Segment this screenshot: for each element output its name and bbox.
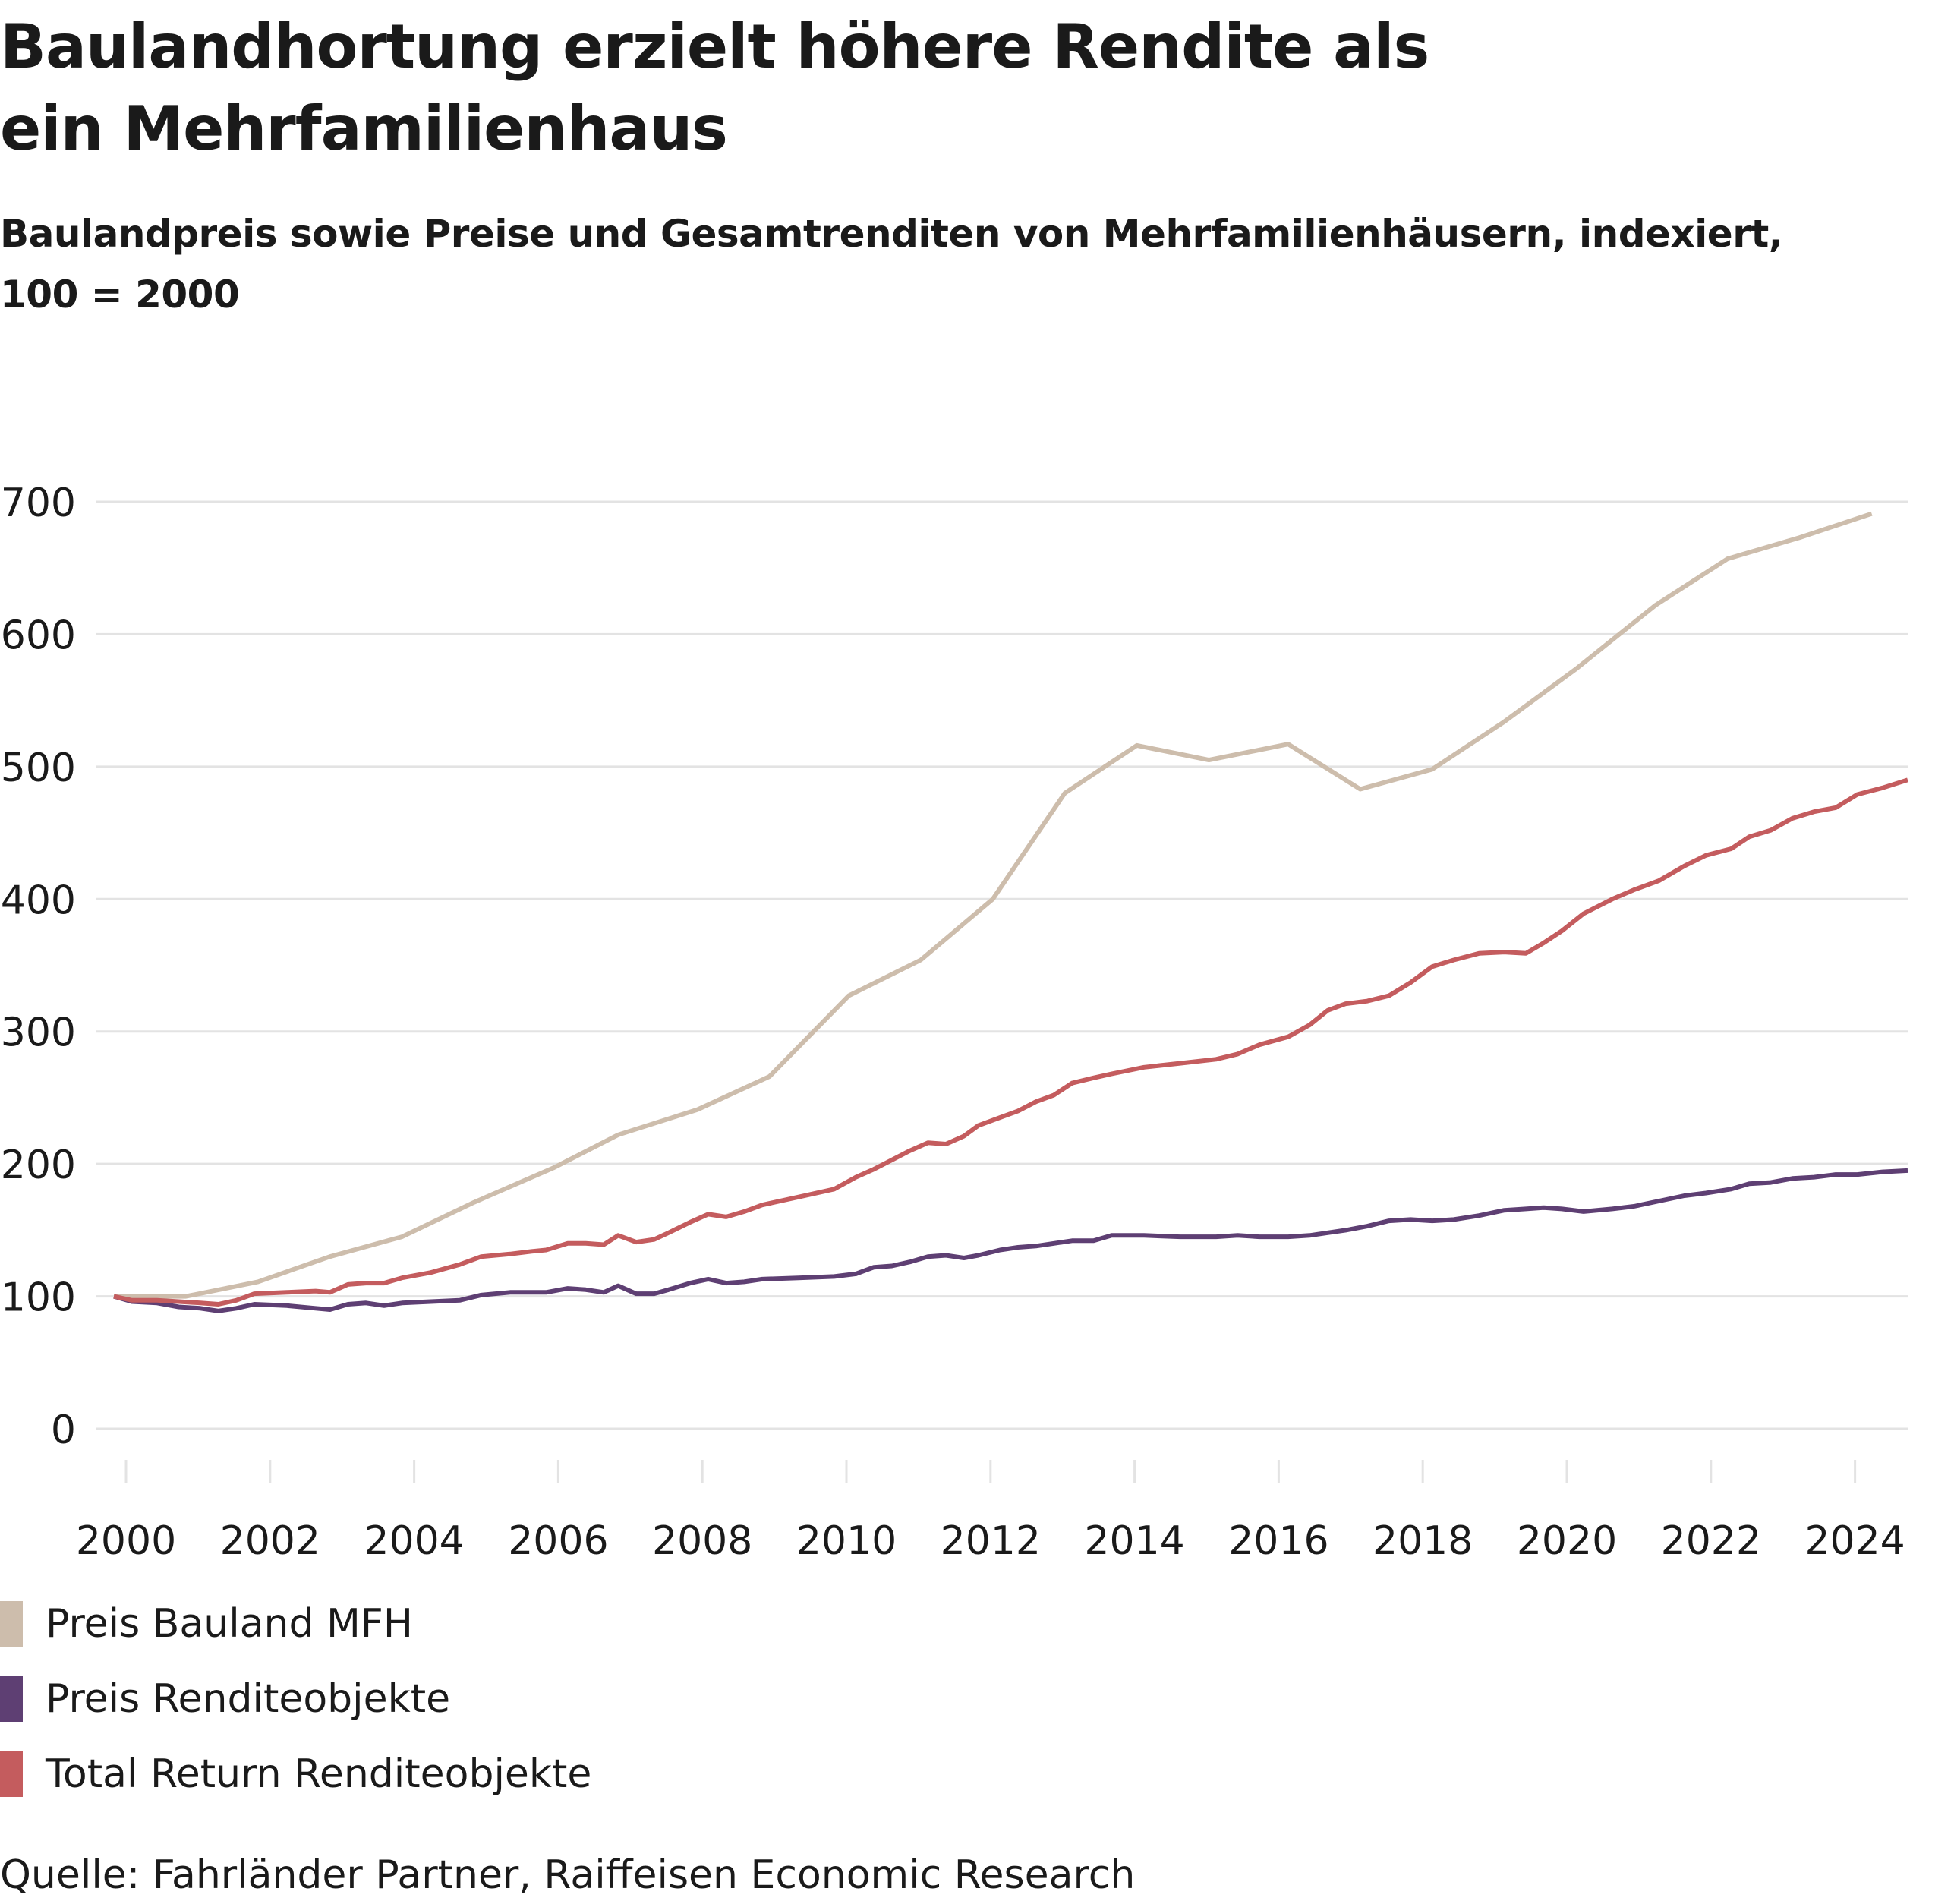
legend-label: Preis Bauland MFH (46, 1601, 413, 1647)
legend-label: Preis Renditeobjekte (46, 1676, 451, 1722)
legend-swatch (0, 1676, 23, 1722)
x-tick-label: 2006 (508, 1518, 608, 1564)
y-tick-label: 100 (1, 1275, 76, 1321)
legend-item: Preis Renditeobjekte (0, 1676, 591, 1722)
x-tick-label: 2020 (1517, 1518, 1617, 1564)
x-axis: 2000 2002 2004 2006 2008 2010 2012 2014 2016 2018… (76, 1460, 1905, 1564)
y-tick-label: 600 (1, 613, 76, 658)
source-note: Quelle: Fahrländer Partner, Raiffeisen E… (0, 1852, 1136, 1898)
legend: Preis Bauland MFH Preis Renditeobjekte Tot… (0, 1601, 591, 1827)
gridlines (96, 500, 1908, 1430)
y-tick-label: 700 (1, 481, 76, 526)
y-tick-label: 400 (1, 878, 76, 923)
y-tick-label: 200 (1, 1143, 76, 1188)
x-tick-label: 2004 (364, 1518, 464, 1564)
x-tick-label: 2012 (941, 1518, 1041, 1564)
legend-item: Total Return Renditeobjekte (0, 1751, 591, 1797)
chart-title: Baulandhortung erzielt höhere Rendite al… (0, 11, 1429, 164)
chart-subtitle: Baulandpreis sowie Preise und Gesamtrend… (0, 212, 1783, 317)
x-tick-label: 2010 (796, 1518, 897, 1564)
x-tick-label: 2014 (1084, 1518, 1184, 1564)
y-tick-label: 0 (51, 1408, 76, 1453)
x-tick-label: 2002 (220, 1518, 320, 1564)
x-tick-label: 2016 (1228, 1518, 1328, 1564)
x-tick-label: 2008 (652, 1518, 752, 1564)
x-tick-label: 2018 (1373, 1518, 1473, 1564)
series-line-2 (113, 1168, 1908, 1313)
legend-swatch (0, 1601, 23, 1647)
series-lines (113, 511, 1908, 1313)
y-tick-label: 500 (1, 746, 76, 791)
legend-item: Preis Bauland MFH (0, 1601, 591, 1647)
series-line-1 (114, 511, 1873, 1299)
x-tick-label: 2024 (1804, 1518, 1905, 1564)
series-line-3 (113, 777, 1908, 1307)
y-axis: 0 100 200 300 400 500 600 700 (1, 481, 76, 1453)
x-tick-label: 2022 (1661, 1518, 1761, 1564)
y-tick-label: 300 (1, 1010, 76, 1056)
legend-label: Total Return Renditeobjekte (46, 1751, 592, 1797)
legend-swatch (0, 1751, 23, 1797)
x-tick-label: 2000 (76, 1518, 176, 1564)
